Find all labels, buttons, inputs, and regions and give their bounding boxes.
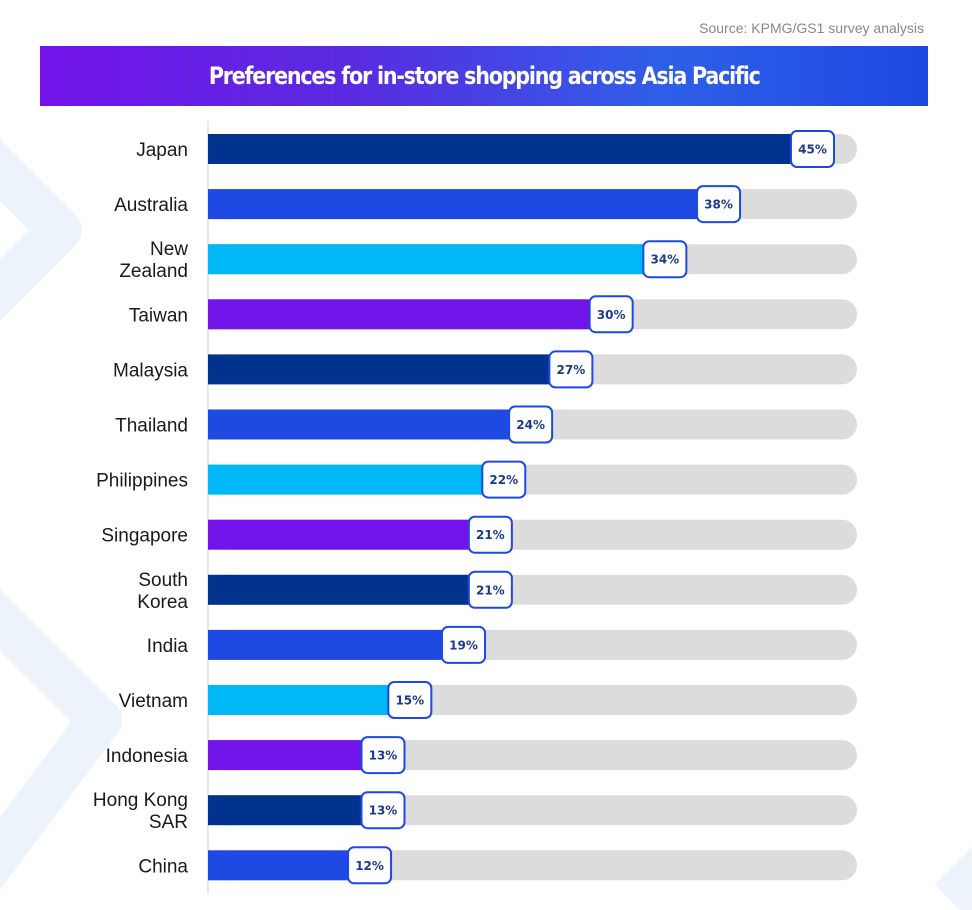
value-label-box: [360, 791, 406, 830]
bar: [208, 299, 611, 330]
value-label-box: [790, 130, 835, 168]
category-label: Vietnam: [119, 691, 188, 712]
category-label: China: [138, 856, 188, 877]
value-label-box: [508, 405, 554, 444]
category-label: Philippines: [96, 471, 188, 492]
category-label: Thailand: [115, 416, 188, 437]
value-label: 15%: [395, 694, 424, 708]
category-label: Japan: [136, 140, 188, 161]
bar: [208, 464, 504, 495]
value-label: 38%: [704, 198, 733, 212]
bar: [208, 244, 665, 275]
value-label-box: [588, 295, 634, 334]
bar-row: 22% Philippines: [96, 460, 857, 499]
value-label: 13%: [369, 749, 398, 763]
value-label-box: [548, 350, 594, 389]
value-label: 22%: [489, 473, 518, 487]
chart-title: Preferences for in-store shopping across…: [208, 62, 761, 90]
category-label: SAR: [149, 812, 188, 833]
category-label: Australia: [114, 195, 188, 216]
value-label: 13%: [369, 804, 398, 818]
category-label: Malaysia: [113, 360, 188, 381]
category-label: South: [138, 570, 188, 591]
bar: [208, 740, 383, 771]
category-label: Indonesia: [106, 746, 189, 767]
bar-row: 21% Singapore: [101, 515, 857, 554]
bar: [208, 574, 490, 605]
bar-row: 27% Malaysia: [113, 350, 857, 389]
bar-row: 30% Taiwan: [129, 295, 857, 334]
bar: [208, 134, 812, 164]
value-label-box: [441, 625, 487, 664]
category-label: Taiwan: [129, 305, 188, 326]
source-note: Source: KPMG/GS1 survey analysis: [699, 20, 924, 36]
value-label: 30%: [597, 308, 626, 322]
value-label-box: [467, 570, 513, 609]
bar: [208, 189, 719, 220]
value-label: 12%: [355, 859, 384, 873]
bar-row: 38% Australia: [114, 185, 857, 224]
bar-row: 15% Vietnam: [119, 681, 857, 719]
bar: [208, 629, 464, 660]
bar: [208, 409, 531, 440]
bar: [208, 354, 571, 385]
value-label: 27%: [557, 363, 586, 377]
value-label: 34%: [650, 253, 679, 267]
category-label: Korea: [137, 592, 188, 613]
bar: [208, 519, 490, 550]
value-label: 45%: [798, 143, 827, 157]
bar-row: 45% Japan: [136, 130, 857, 168]
category-label: New: [150, 239, 188, 260]
bar: [208, 685, 410, 715]
value-label: 19%: [449, 638, 478, 652]
value-label-box: [387, 681, 433, 719]
value-label: 21%: [476, 583, 505, 597]
value-label-box: [467, 515, 513, 554]
bar-row: 24% Thailand: [115, 405, 857, 444]
value-label: 24%: [516, 418, 545, 432]
bar-row: 19% India: [147, 625, 857, 664]
bar: [208, 850, 370, 881]
value-label-box: [696, 185, 742, 224]
value-label: 21%: [476, 528, 505, 542]
bar-row: 13% Indonesia: [106, 736, 857, 775]
bar-row: 12% China: [138, 846, 857, 885]
category-label: Zealand: [119, 261, 188, 282]
value-label-box: [642, 240, 688, 279]
value-label-box: [481, 460, 527, 499]
value-label-box: [347, 846, 393, 885]
category-label: Singapore: [101, 526, 188, 547]
value-label-box: [360, 736, 406, 775]
title-banner: Preferences for in-store shopping across…: [40, 46, 928, 106]
category-label: India: [147, 636, 189, 657]
bar: [208, 795, 383, 826]
category-label: Hong Kong: [93, 790, 188, 811]
